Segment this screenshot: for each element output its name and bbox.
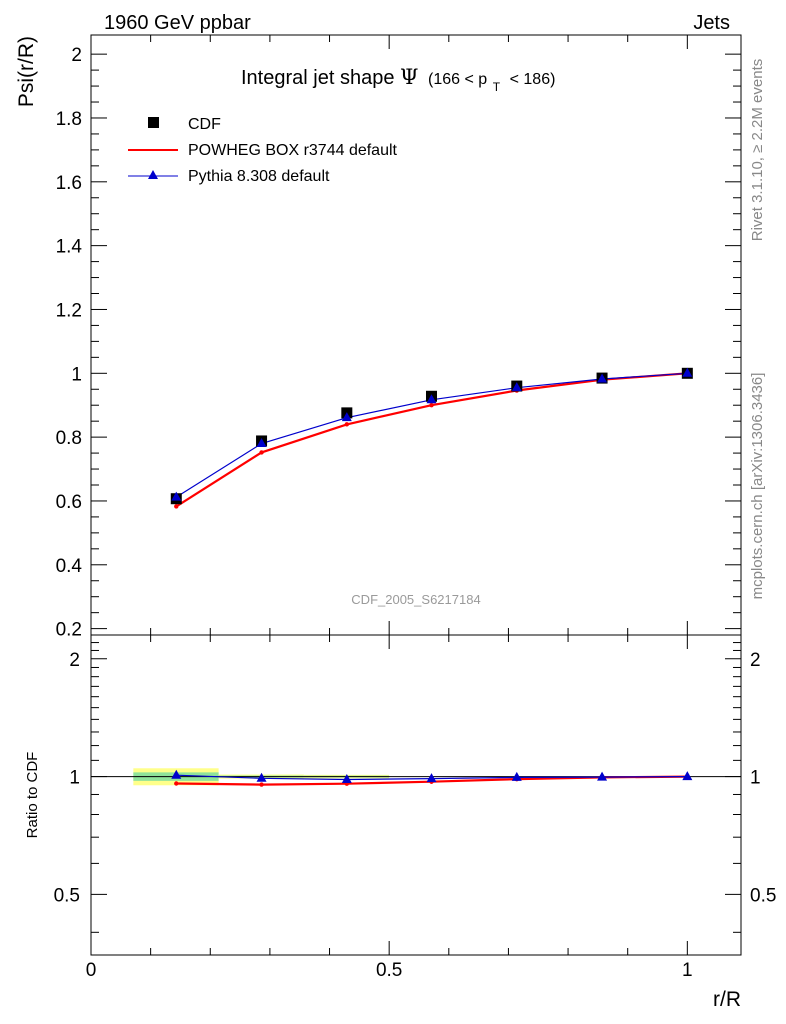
- legend-powheg-label: POWHEG BOX r3744 default: [188, 142, 398, 159]
- x-axis-label: r/R: [713, 988, 741, 1011]
- plot-title-text: Integral jet shape: [241, 67, 394, 89]
- header-category-label: Jets: [693, 12, 730, 34]
- pythia-ratio-point: [511, 771, 522, 781]
- main-y-tick-label: 0.6: [56, 492, 82, 513]
- plot-title-cut-end: < 186): [510, 71, 556, 88]
- legend-entry-cdf: CDF: [148, 116, 221, 133]
- ratio-y-tick-label-right: 1: [750, 768, 761, 789]
- plot-title: Integral jet shape Ψ (166 < p T < 186): [241, 65, 555, 96]
- legend-entry-powheg: POWHEG BOX r3744 default: [128, 142, 398, 159]
- legend-entry-pythia: Pythia 8.308 default: [128, 168, 330, 185]
- legend-pythia-marker: [148, 170, 158, 179]
- plot-title-cut: (166 < p: [428, 71, 487, 88]
- powheg-ratio-point: [259, 782, 264, 787]
- main-series-marks: [170, 367, 693, 509]
- main-y-tick-label: 0.8: [56, 428, 82, 449]
- ratio-y-tick-label-right: 2: [750, 650, 761, 671]
- main-y-tick-label: 1.6: [56, 173, 82, 194]
- mcplots-citation-label: mcplots.cern.ch [arXiv:1306.3436]: [749, 373, 766, 600]
- ratio-y-tick-label-left: 1: [69, 768, 80, 789]
- powheg-point: [429, 403, 434, 408]
- x-tick-label: 0.5: [376, 960, 402, 981]
- pythia-ratio-point: [597, 771, 608, 781]
- ratio-y-tick-label-left: 0.5: [54, 885, 80, 906]
- main-y-tick-label: 1.8: [56, 109, 82, 130]
- pythia-point: [682, 367, 693, 377]
- ratio-y-tick-label-right: 0.5: [750, 885, 776, 906]
- pythia-point: [256, 438, 267, 448]
- header-energy-label: 1960 GeV ppbar: [104, 12, 251, 34]
- pythia-ratio-point: [426, 773, 437, 783]
- ratio-y-tick-label-left: 2: [69, 650, 80, 671]
- legend-cdf-label: CDF: [188, 116, 221, 133]
- legend: CDF POWHEG BOX r3744 default Pythia 8.30…: [128, 116, 398, 185]
- main-y-tick-label: 1: [71, 364, 82, 385]
- rivet-version-label: Rivet 3.1.10, ≥ 2.2M events: [749, 59, 766, 242]
- x-tick-label: 1: [682, 960, 693, 981]
- ratio-plot-frame: [90, 634, 742, 956]
- ratio-series-marks: [91, 768, 741, 787]
- main-y-tick-label: 1.2: [56, 300, 82, 321]
- main-axes: 0.2 0.4 0.6 0.8 1 1.2 1.4 1.6 1.8 2: [56, 35, 741, 641]
- pythia-point: [341, 412, 352, 422]
- pythia-point: [597, 373, 608, 383]
- pythia-ratio-point: [256, 772, 267, 782]
- ratio-axes: 0.5 0.5 1 1 2 2 0 0.5 1: [54, 635, 776, 981]
- main-y-tick-label: 0.4: [56, 556, 83, 577]
- legend-cdf-marker: [148, 117, 159, 128]
- plot-title-cut-sub: T: [493, 80, 501, 94]
- powheg-point: [344, 422, 350, 427]
- main-y-tick-label: 1.4: [56, 237, 83, 258]
- pythia-point: [426, 394, 437, 404]
- x-tick-label: 0: [86, 960, 97, 981]
- main-y-axis-label: Psi(r/R): [15, 36, 38, 107]
- powheg-point: [174, 504, 179, 509]
- legend-pythia-label: Pythia 8.308 default: [188, 168, 330, 185]
- powheg-ratio-point: [174, 781, 179, 786]
- ratio-y-axis-label: Ratio to CDF: [24, 752, 41, 839]
- pythia-point: [511, 382, 522, 392]
- main-y-tick-label: 0.2: [56, 620, 82, 641]
- pythia-ratio-point: [171, 769, 182, 779]
- pythia-ratio-point: [682, 771, 693, 781]
- pythia-point: [171, 491, 182, 501]
- powheg-point: [259, 450, 264, 455]
- pythia-ratio-point: [341, 773, 352, 783]
- svg-text:Integral jet shape Ψ: Integral jet shape Ψ (166 < p T < 186): [241, 65, 555, 96]
- analysis-watermark: CDF_2005_S6217184: [351, 592, 480, 607]
- main-y-tick-label: 2: [71, 45, 82, 66]
- plot-title-symbol: Ψ: [400, 65, 418, 89]
